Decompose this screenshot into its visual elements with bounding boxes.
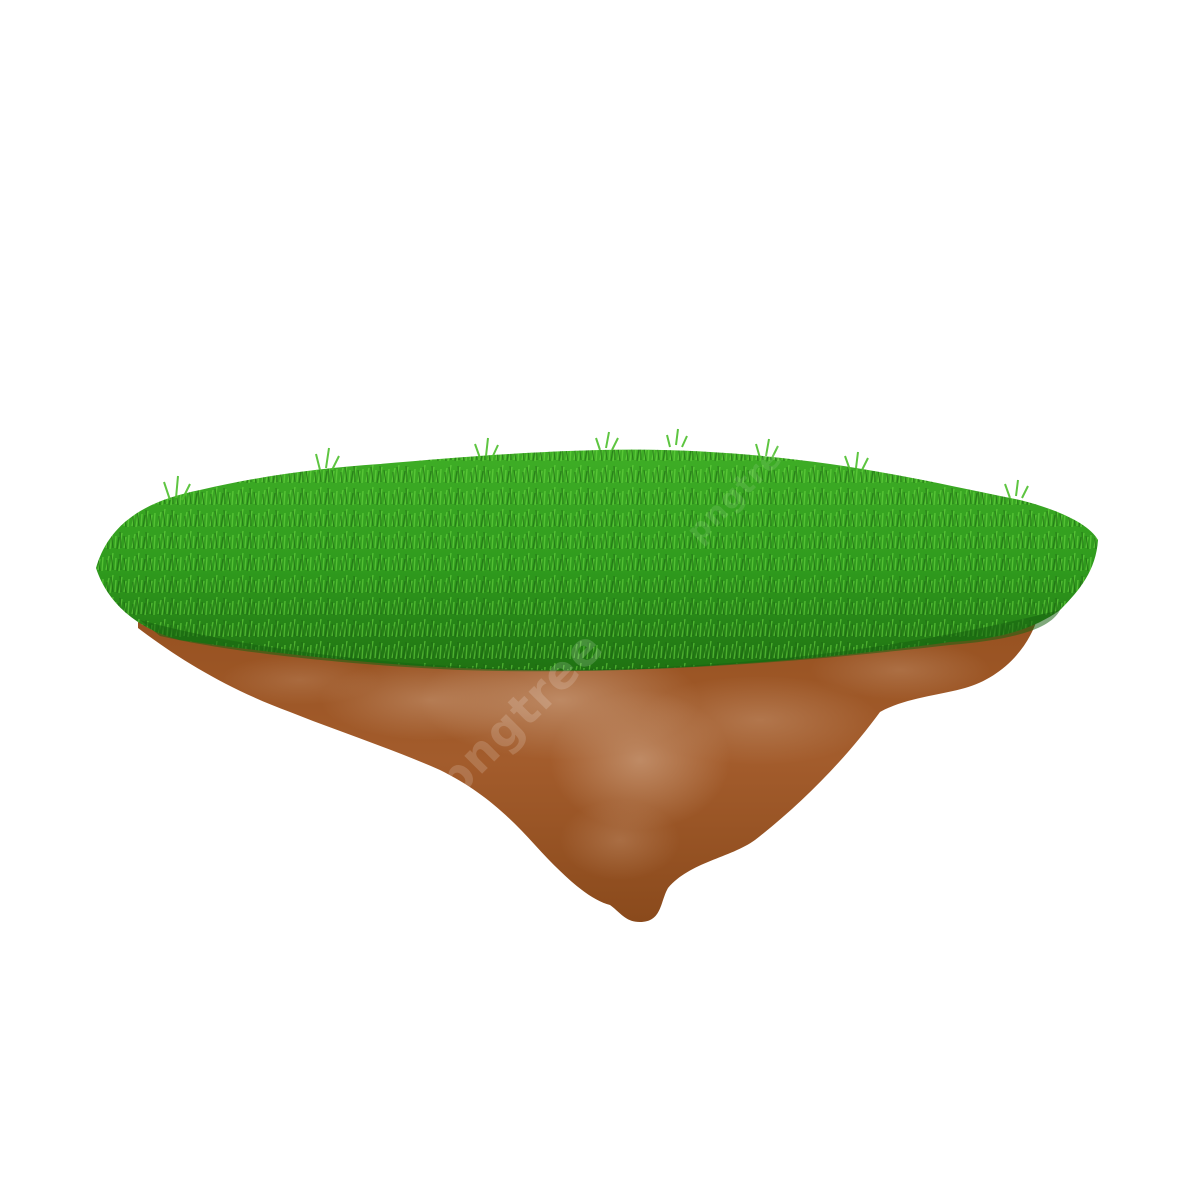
grass-top <box>96 428 1098 672</box>
soil-underside <box>138 600 1040 922</box>
